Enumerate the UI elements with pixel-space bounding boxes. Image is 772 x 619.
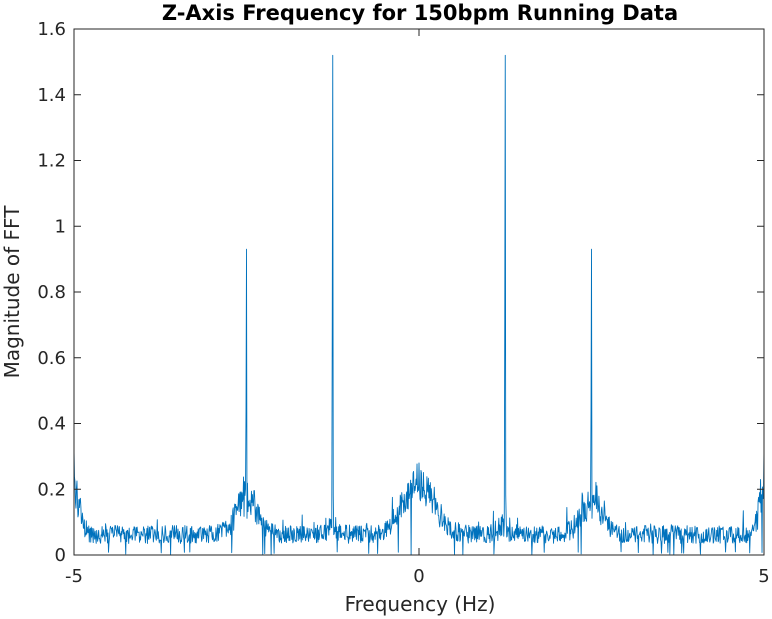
fft-magnitude-line [73, 54, 765, 556]
x-tick-label: 0 [413, 566, 424, 587]
x-tick-label: 5 [758, 566, 769, 587]
y-tick-label: 0.6 [37, 348, 66, 369]
y-tick-label: 0 [55, 545, 66, 566]
y-tick-label: 0.8 [37, 282, 66, 303]
x-tick-label: -5 [65, 566, 83, 587]
y-tick-label: 1.6 [37, 19, 66, 40]
plot-area: 00.20.40.60.811.21.41.6-5 0 5 [37, 19, 769, 587]
y-tick-label: 1 [55, 216, 66, 237]
y-tick-label: 1.2 [37, 151, 66, 172]
x-axis-label: Frequency (Hz) [345, 592, 496, 616]
y-tick-label: 1.4 [37, 85, 66, 106]
y-tick-label: 0.2 [37, 479, 66, 500]
y-axis-label: Magnitude of FFT [0, 205, 24, 379]
y-tick-label: 0.4 [37, 414, 66, 435]
chart-title: Z-Axis Frequency for 150bpm Running Data [162, 1, 678, 25]
